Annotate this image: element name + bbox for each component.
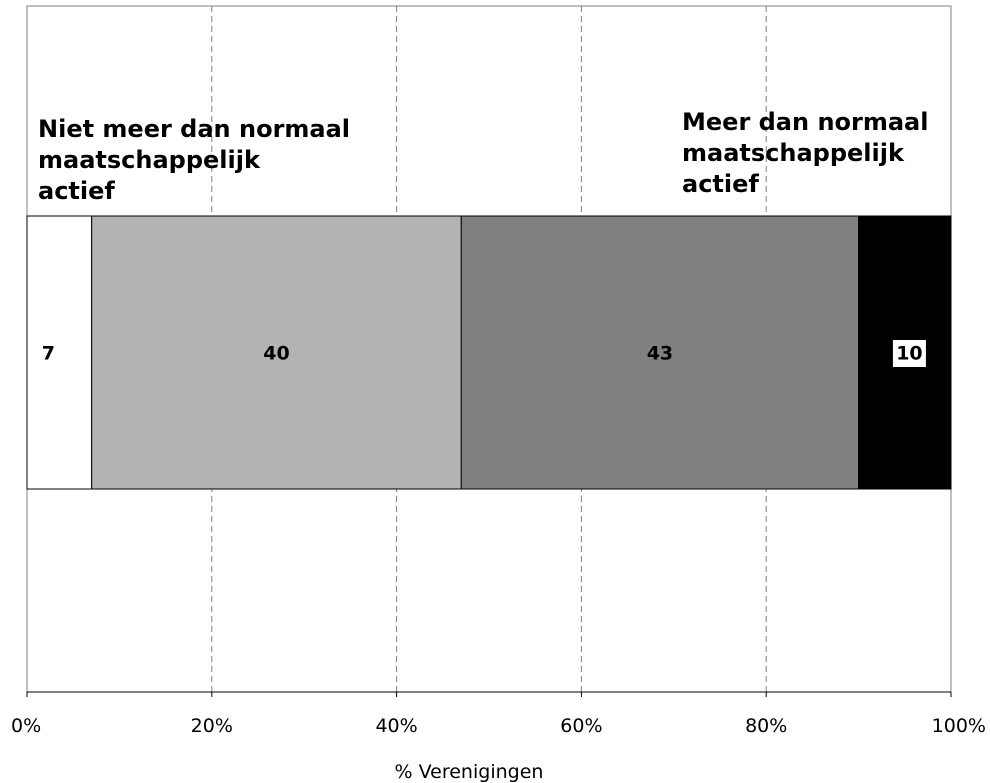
data-label-box xyxy=(891,339,927,368)
annotation-right: Meer dan normaal maatschappelijk actief xyxy=(682,108,928,198)
bar-segment-1 xyxy=(26,215,93,490)
x-axis-ticks: 0% 20% 40% 60% 80% 100% xyxy=(11,692,986,737)
x-tick-label: 80% xyxy=(745,715,787,737)
x-tick-label: 60% xyxy=(560,715,602,737)
annotation-left-line: Niet meer dan normaal xyxy=(38,115,350,143)
annotation-left-line: maatschappelijk xyxy=(38,146,261,174)
bar-segment-2 xyxy=(91,215,462,490)
x-tick-label: 0% xyxy=(11,715,41,737)
data-labels: 7 40 43 10 xyxy=(42,339,927,368)
x-tick-label: 40% xyxy=(375,715,417,737)
annotation-right-line: Meer dan normaal xyxy=(682,108,928,136)
data-label-1: 7 xyxy=(42,343,55,365)
bar-segments xyxy=(26,215,952,490)
bar-segment-3 xyxy=(460,215,860,490)
x-tick-label: 100% xyxy=(932,715,986,737)
data-label-2: 40 xyxy=(263,343,289,365)
x-axis-title: % Verenigingen xyxy=(395,761,544,783)
data-label-4: 10 xyxy=(896,343,922,365)
data-label-3: 43 xyxy=(647,343,673,365)
annotation-left-line: actief xyxy=(38,177,115,205)
annotation-left: Niet meer dan normaal maatschappelijk acti… xyxy=(38,115,350,205)
annotation-right-line: maatschappelijk xyxy=(682,139,905,167)
annotation-right-line: actief xyxy=(682,170,759,198)
x-tick-label: 20% xyxy=(191,715,233,737)
